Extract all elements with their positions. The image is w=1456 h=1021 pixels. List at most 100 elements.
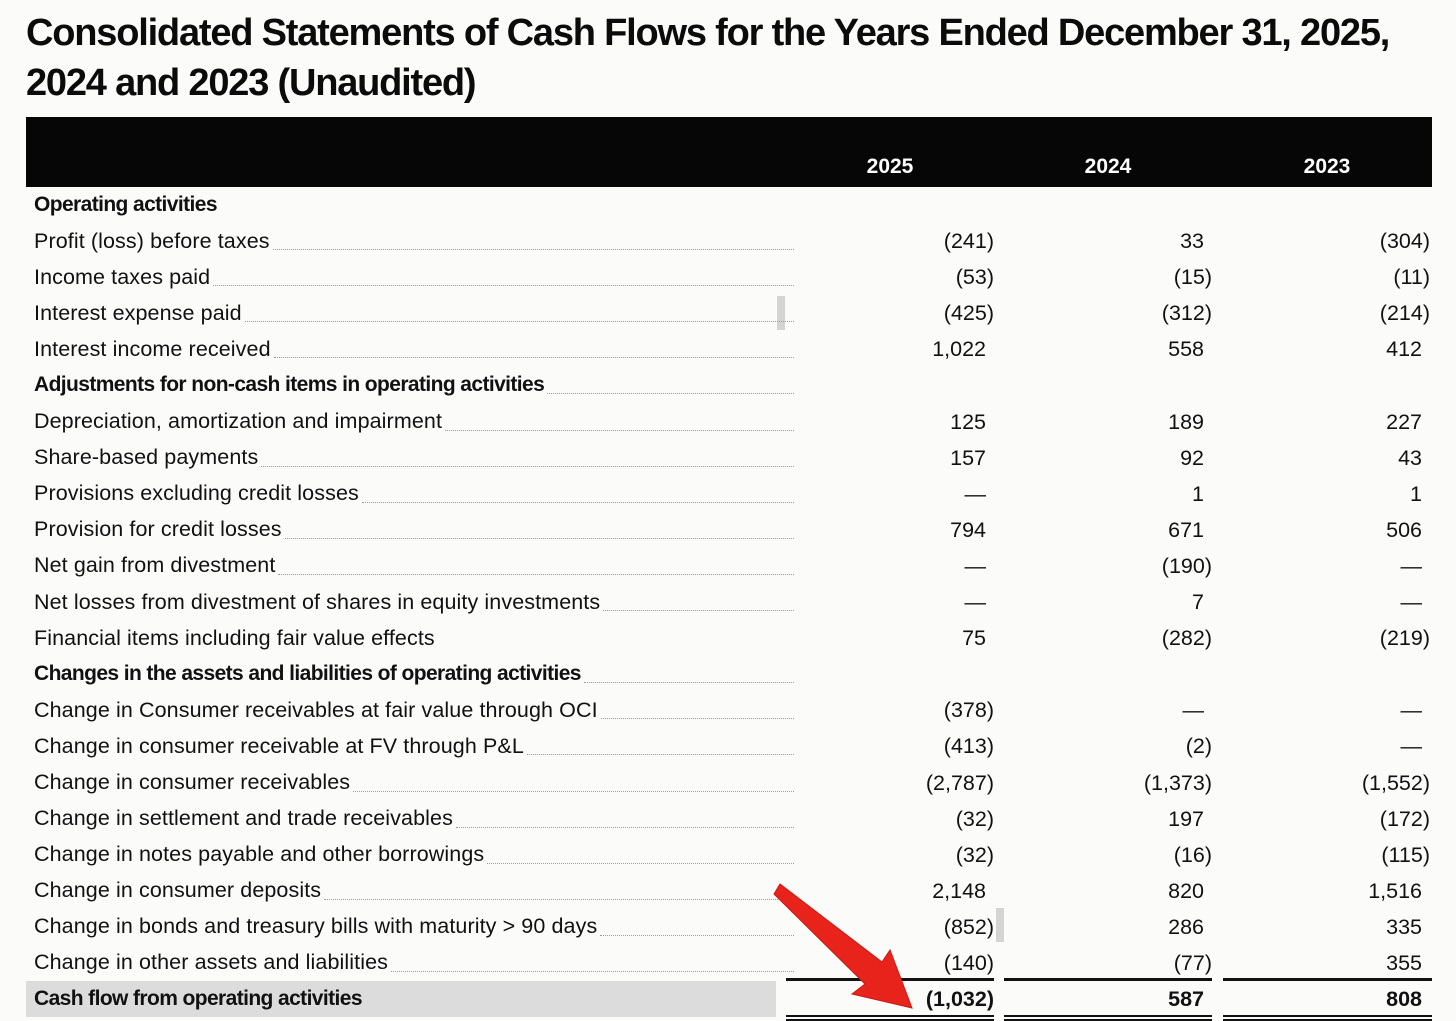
value-2024: 587: [1168, 987, 1204, 1012]
row-label: Provision for credit losses: [34, 517, 282, 542]
arrow-icon: [773, 883, 913, 1009]
row-label: Change in bonds and treasury bills with …: [34, 914, 598, 939]
value-2023: 808: [1386, 987, 1422, 1012]
row-label-cell: Change in bonds and treasury bills with …: [34, 909, 794, 945]
value-2023: 355: [1386, 950, 1422, 975]
value-2025: 1,022: [932, 337, 986, 362]
value-2023: (219): [1379, 626, 1430, 651]
row-label-cell: Operating activities: [34, 187, 794, 223]
value-2023: —: [1400, 553, 1423, 578]
table-row: Change in notes payable and other borrow…: [26, 837, 1436, 873]
dot-leader: [445, 429, 794, 431]
value-2023: (172): [1379, 806, 1430, 831]
dot-leader: [353, 790, 794, 792]
row-label-cell: Profit (loss) before taxes: [34, 223, 794, 259]
value-2023: 412: [1386, 337, 1422, 362]
row-label: Share-based payments: [34, 445, 259, 470]
row-label: Depreciation, amortization and impairmen…: [34, 409, 443, 434]
row-label-cell: Change in consumer deposits: [34, 873, 794, 909]
table-row: Net losses from divestment of shares in …: [26, 584, 1436, 620]
dot-leader: [261, 465, 794, 467]
dot-leader: [547, 393, 794, 395]
section-header-row: Operating activities: [26, 187, 1436, 223]
value-2024: —: [1182, 698, 1205, 723]
value-2025: (53): [955, 265, 994, 290]
total-row: Cash flow from operating activities (1,03…: [26, 981, 1436, 1018]
table-row: Change in bonds and treasury bills with …: [26, 909, 1436, 945]
column-header-2023: 2023: [1303, 155, 1351, 178]
double-rule: [1223, 1019, 1432, 1021]
value-2025: (32): [955, 842, 994, 867]
value-2025: (852): [943, 914, 994, 939]
dot-leader: [361, 501, 794, 503]
value-2024: (77): [1173, 950, 1212, 975]
double-rule: [786, 1015, 994, 1017]
row-label: Change in other assets and liabilities: [34, 950, 388, 975]
value-2025: 2,148: [932, 878, 986, 903]
value-2024: 1: [1192, 481, 1204, 506]
dot-leader: [284, 537, 794, 539]
value-2024: (282): [1161, 626, 1212, 651]
row-label-cell: Change in Consumer receivables at fair v…: [34, 692, 794, 728]
cash-flow-table: Operating activities Profit (loss) before…: [26, 187, 1436, 1018]
value-2025: (32): [955, 806, 994, 831]
value-2023: 227: [1386, 409, 1422, 434]
value-2025: (378): [943, 698, 994, 723]
value-2024: (2): [1185, 734, 1212, 759]
table-row: Change in Consumer receivables at fair v…: [26, 692, 1436, 728]
dot-leader: [278, 573, 794, 575]
dot-leader: [455, 826, 794, 828]
value-2023: (115): [1381, 842, 1430, 867]
row-label-cell: Share-based payments: [34, 440, 794, 476]
table-row: Share-based payments 157 92 43: [26, 440, 1436, 476]
table-row: Change in consumer receivables (2,787) (1,…: [26, 765, 1436, 801]
row-label-cell: Net losses from divestment of shares in …: [34, 584, 794, 620]
value-2024: 33: [1180, 229, 1204, 254]
dot-leader: [390, 970, 794, 972]
value-2025: (413): [943, 734, 994, 759]
row-label: Adjustments for non-cash items in operat…: [34, 373, 545, 397]
row-label-cell: Cash flow from operating activities: [26, 981, 776, 1018]
table-row: Change in consumer receivable at FV thro…: [26, 728, 1436, 764]
value-2023: (304): [1379, 229, 1430, 254]
value-2025: (2,787): [925, 770, 994, 795]
dot-leader: [244, 321, 794, 323]
value-2024: 7: [1192, 590, 1204, 615]
value-2025: (425): [943, 301, 994, 326]
row-label: Income taxes paid: [34, 264, 211, 289]
value-2024: (1,373): [1143, 770, 1212, 795]
column-header-band: 2025 2024 2023: [26, 117, 1432, 187]
row-label-cell: Income taxes paid: [34, 259, 794, 295]
row-label: Change in consumer receivables: [34, 770, 351, 794]
row-label-cell: Change in consumer receivables: [34, 765, 794, 801]
dot-leader: [324, 898, 794, 900]
row-label: Financial items including fair value eff…: [34, 625, 435, 650]
dot-leader: [600, 934, 794, 936]
double-rule: [786, 1019, 994, 1021]
value-2023: —: [1400, 698, 1423, 723]
value-2023: 43: [1398, 445, 1422, 470]
value-2024: 671: [1168, 517, 1204, 542]
double-rule: [1004, 1019, 1212, 1021]
table-row: Change in settlement and trade receivabl…: [26, 801, 1436, 837]
row-label: Net losses from divestment of shares in …: [34, 589, 601, 614]
value-2023: (1,552): [1361, 770, 1430, 795]
total-rule: [1004, 978, 1212, 981]
row-label: Profit (loss) before taxes: [34, 228, 270, 253]
table-row: Provisions excluding credit losses — 1 1: [26, 476, 1436, 512]
row-label: Change in consumer deposits: [34, 878, 322, 903]
row-label: Change in settlement and trade receivabl…: [34, 806, 453, 831]
value-2024: 286: [1168, 914, 1204, 939]
dot-leader: [273, 357, 794, 359]
value-2023: (214): [1379, 301, 1430, 326]
value-2025: —: [964, 481, 987, 506]
value-2023: 1,516: [1368, 878, 1422, 903]
column-header-2025: 2025: [866, 155, 914, 178]
row-label-cell: Change in settlement and trade receivabl…: [34, 801, 794, 837]
row-label: Interest expense paid: [34, 300, 242, 325]
table-row: Interest expense paid (425) (312) (214): [26, 295, 1436, 331]
value-2025: 157: [950, 445, 986, 470]
table-row: Provision for credit losses 794 671 506: [26, 512, 1436, 548]
row-label-cell: Provision for credit losses: [34, 512, 794, 548]
dot-leader: [213, 285, 794, 287]
